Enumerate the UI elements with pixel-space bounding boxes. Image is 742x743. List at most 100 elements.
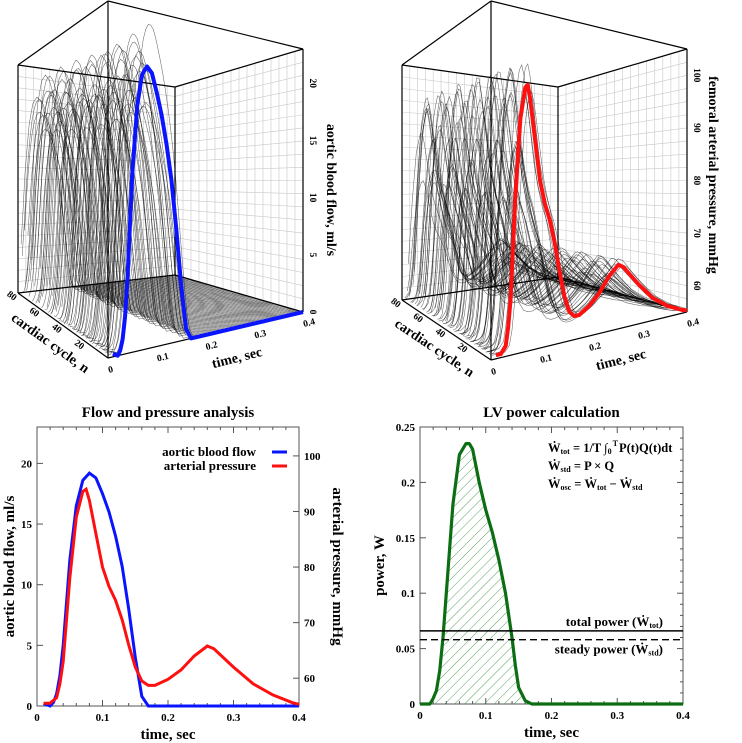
box-edge — [490, 0, 688, 50]
steady-power-label: steady power (Ẇstd) — [555, 642, 663, 658]
cycle-tick-label: 80 — [389, 297, 403, 311]
z-axis-title: aortic blood flow, ml/s — [323, 124, 338, 257]
box-edge — [401, 0, 492, 66]
z-tick-label: 100 — [691, 68, 701, 83]
time-tick-label: 0.2 — [588, 341, 602, 354]
label-part: steady power ( — [555, 642, 636, 657]
legend-label: arterial pressure — [164, 458, 257, 473]
time-tick-label: 0 — [490, 367, 497, 378]
box-edge — [401, 64, 559, 88]
cycle-curve — [82, 118, 264, 336]
box-edge — [174, 274, 304, 313]
cycle-curve — [55, 101, 227, 312]
right-y-tick-label: 60 — [304, 673, 316, 685]
box-edge — [17, 292, 109, 359]
z-axis-title: femoral arterial pressure, mmHg — [705, 76, 720, 274]
cycle-curve — [60, 99, 233, 322]
cycle-curve — [87, 50, 272, 340]
grid-line — [401, 170, 559, 173]
chart-title: LV power calculation — [483, 405, 620, 421]
y-tick-label: 15 — [21, 519, 33, 531]
formula-part: osc — [561, 483, 572, 492]
legend-label: aortic blood flow — [162, 444, 256, 459]
formula-line: Ẇosc = Ẇtot − Ẇstd — [548, 477, 643, 492]
x-axis-title: time, sec — [141, 727, 196, 743]
right-y-tick-label: 70 — [304, 618, 316, 630]
y-tick-label: 0.1 — [401, 588, 415, 600]
z-tick-label: 80 — [691, 176, 701, 186]
formula-line: Ẇstd = P × Q — [548, 459, 614, 474]
formula-part: − Ẇ — [606, 477, 632, 491]
cycle-curve — [54, 68, 225, 310]
cycle-curve — [98, 89, 288, 349]
cycle-curve — [445, 100, 618, 322]
time-tick-label: 0.2 — [205, 340, 219, 353]
x-tick-label: 0.3 — [610, 710, 624, 722]
formula-part: tot — [561, 447, 571, 456]
grid-line — [401, 219, 559, 230]
cycle-curve — [63, 59, 238, 325]
time-tick-label: 0.4 — [686, 317, 700, 330]
cycle-curve — [71, 54, 249, 330]
cycle-curve — [59, 66, 232, 322]
y-axis-title: aortic blood flow, ml/s — [2, 496, 18, 638]
right-y-tick-label: 90 — [304, 506, 316, 518]
cycle-curve — [97, 65, 286, 348]
cycle-curve — [72, 88, 251, 331]
right-y-axis-title: arterial pressure, mmHg — [329, 487, 345, 646]
formula-part: Ẇ — [548, 459, 561, 473]
x-tick-label: 0.2 — [545, 710, 559, 722]
formula-part: 0 — [608, 447, 612, 456]
cycle-curve — [464, 73, 646, 337]
power-series-line — [420, 442, 683, 706]
x-tick-label: 0.1 — [479, 710, 493, 722]
pressure-series-line — [43, 486, 300, 706]
formula-part: T — [613, 439, 619, 448]
cycle-curve — [46, 78, 214, 307]
z-tick-label: 90 — [691, 123, 701, 133]
y-axis-title: power, W — [372, 535, 388, 596]
x-tick-label: 0.2 — [161, 712, 175, 724]
time-tick-label: 0.1 — [156, 352, 170, 365]
highlighted-cycle-curve — [112, 64, 304, 358]
formula-part: = 1/T ∫ — [570, 441, 608, 456]
time-tick-label: 0.3 — [254, 329, 268, 342]
x-tick-label: 0.4 — [292, 712, 306, 724]
label-part: std — [648, 649, 659, 658]
time-tick-label: 0.3 — [637, 329, 651, 342]
label-part: ) — [659, 614, 663, 629]
cycle-curve — [479, 67, 668, 348]
y-tick-label: 0.2 — [401, 477, 415, 489]
cycle-tick-label: 80 — [5, 290, 19, 304]
x-tick-label: 0.3 — [227, 712, 241, 724]
cycle-curve — [483, 67, 673, 350]
box-edge — [557, 48, 688, 88]
cycle-curve — [105, 62, 297, 353]
cycle-curve — [76, 53, 256, 333]
chart-title: Flow and pressure analysis — [82, 405, 255, 421]
y-tick-label: 5 — [27, 640, 33, 652]
formula-part: Ẇ — [548, 441, 561, 455]
cycle-curve — [101, 41, 291, 350]
time-tick-label: 0 — [107, 365, 114, 376]
z-tick-label: 70 — [691, 228, 701, 238]
formula-part: std — [632, 483, 643, 492]
time-axis-title: time, sec — [594, 347, 647, 374]
y-tick-label: 0 — [27, 701, 33, 713]
cycle-curve — [96, 33, 284, 346]
total-power-label: total power (Ẇtot) — [566, 614, 663, 630]
box-edge — [17, 274, 176, 294]
cycle-curve — [38, 78, 203, 304]
flow-pressure-chart: 0 0.1 0.2 0.3 0.4 0 5 10 15 20 Flow and pressure a… — [2, 405, 345, 743]
x-tick-label: 0 — [34, 712, 40, 724]
z-tick-label: 10 — [307, 193, 317, 203]
grid-line — [401, 191, 559, 195]
z-tick-label: 15 — [307, 136, 317, 146]
right-y-tick-label: 100 — [304, 451, 321, 463]
highlighted-cycle-curve — [495, 83, 688, 358]
x-tick-label: 0.1 — [96, 712, 110, 724]
y-tick-label: 0.25 — [396, 422, 416, 434]
formula-part: = P × Q — [571, 459, 615, 473]
formula-part: P(t)Q(t)dt — [619, 441, 673, 455]
